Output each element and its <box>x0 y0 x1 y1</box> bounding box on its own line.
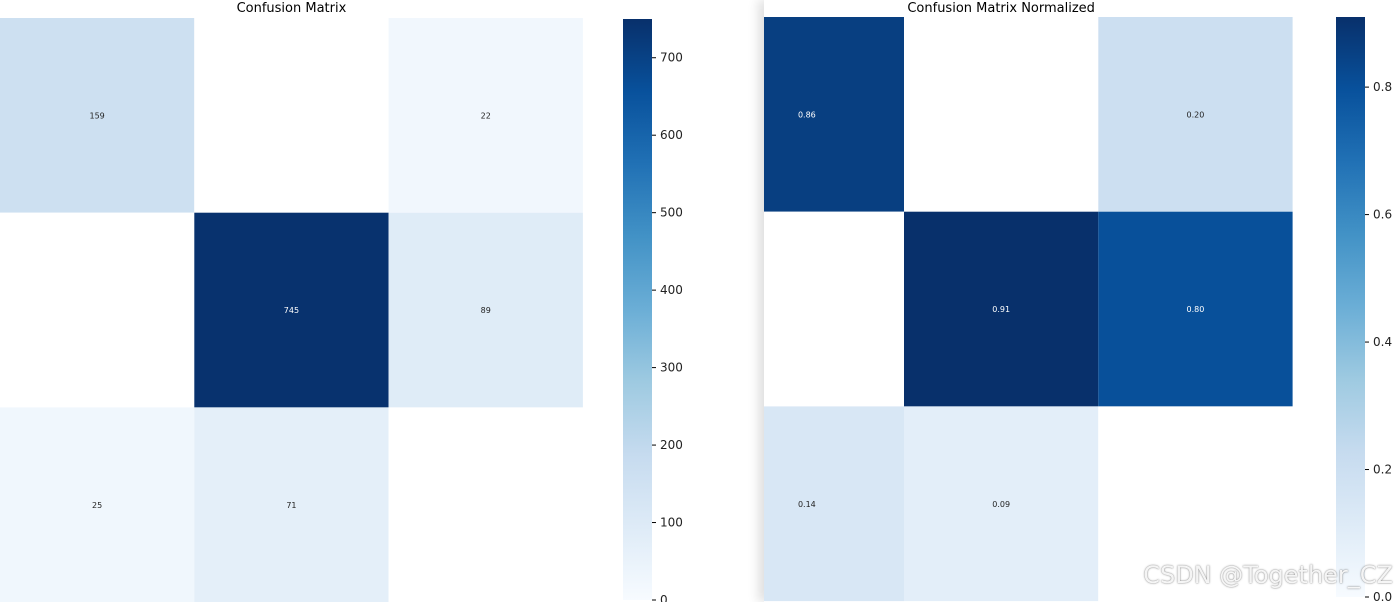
cmn-colorbar-tick-label: 0.0 <box>1373 590 1392 602</box>
cmn-colorbar <box>1336 17 1365 597</box>
cm-cell-1-0 <box>0 212 195 408</box>
cmn-colorbar-tick-label: 0.2 <box>1373 463 1392 477</box>
cm-cell-1-1 <box>194 212 389 408</box>
cmn-cell-2-2 <box>1098 406 1293 602</box>
cmn-cell-1-1 <box>904 211 1099 407</box>
cm-cell-0-0 <box>0 18 195 213</box>
cm-colorbar-tick-label: 100 <box>660 516 683 530</box>
next-slide-button[interactable] <box>673 282 745 354</box>
cmn-cell-0-2 <box>1098 17 1293 212</box>
cm-cell-0-2 <box>388 18 583 213</box>
cmn-colorbar-tick-label: 0.8 <box>1373 80 1392 94</box>
cmn-cell-label-1-1: 0.91 <box>992 305 1010 314</box>
cm-title: Confusion Matrix <box>237 1 347 16</box>
cmn-title: Confusion Matrix Normalized <box>907 1 1095 16</box>
cmn-cell-label-0-0: 0.86 <box>798 110 816 119</box>
cm-colorbar-tick-label: 200 <box>660 438 683 452</box>
cm-cell-label-2-1: 71 <box>286 501 296 510</box>
cm-cell-1-2 <box>388 212 583 408</box>
cm-cell-label-1-1: 745 <box>284 306 299 315</box>
cm-cell-label-1-2: 89 <box>481 306 491 315</box>
cmn-cell-label-2-0: 0.14 <box>798 500 816 509</box>
chevron-right-icon <box>673 282 745 354</box>
cmn-cell-2-0 <box>764 406 904 602</box>
cm-colorbar <box>623 19 652 600</box>
confusion-matrix-normalized-panel: Confusion Matrix Normalized 0.86 0.20 0.91 0… <box>764 0 1399 602</box>
cm-cell-label-2-0: 25 <box>92 501 102 510</box>
confusion-matrix-panel: Confusion Matrix 159 22 745 89 25 71 0 100 200 300… <box>0 1 683 602</box>
cm-cell-2-1 <box>194 407 389 602</box>
watermark: CSDN @Together_CZ <box>1143 561 1393 589</box>
cmn-colorbar-tick-label: 0.4 <box>1373 335 1392 349</box>
cm-cell-2-0 <box>0 407 195 602</box>
cm-cell-label-0-0: 159 <box>90 111 105 120</box>
cm-cell-0-1 <box>194 18 389 213</box>
cmn-cell-1-0 <box>764 211 904 407</box>
cmn-cell-0-0 <box>764 17 904 212</box>
confusion-matrix-normalized-chart: Confusion Matrix Normalized 0.86 0.20 0.91 0… <box>764 1 1392 602</box>
cm-colorbar-tick-label: 300 <box>660 361 683 375</box>
cmn-cell-label-0-2: 0.20 <box>1187 110 1205 119</box>
cmn-cell-0-1 <box>904 17 1099 212</box>
cm-cell-label-0-2: 22 <box>481 111 491 120</box>
cm-colorbar-tick-label: 600 <box>660 128 683 142</box>
cm-cell-2-2 <box>388 407 583 602</box>
confusion-matrix-chart: Confusion Matrix 159 22 745 89 25 71 0 100 200 300… <box>0 1 683 602</box>
cmn-cell-label-2-1: 0.09 <box>992 500 1010 509</box>
cm-colorbar-tick-label: 500 <box>660 206 683 220</box>
cmn-colorbar-tick-label: 0.6 <box>1373 208 1392 222</box>
cmn-cell-label-1-2: 0.80 <box>1187 305 1205 314</box>
cmn-cell-1-2 <box>1098 211 1293 407</box>
cm-colorbar-tick-label: 700 <box>660 51 683 65</box>
cm-colorbar-tick-label: 0 <box>660 593 668 602</box>
cmn-cell-2-1 <box>904 406 1099 602</box>
cm-colorbar-tick-label: 400 <box>660 283 683 297</box>
